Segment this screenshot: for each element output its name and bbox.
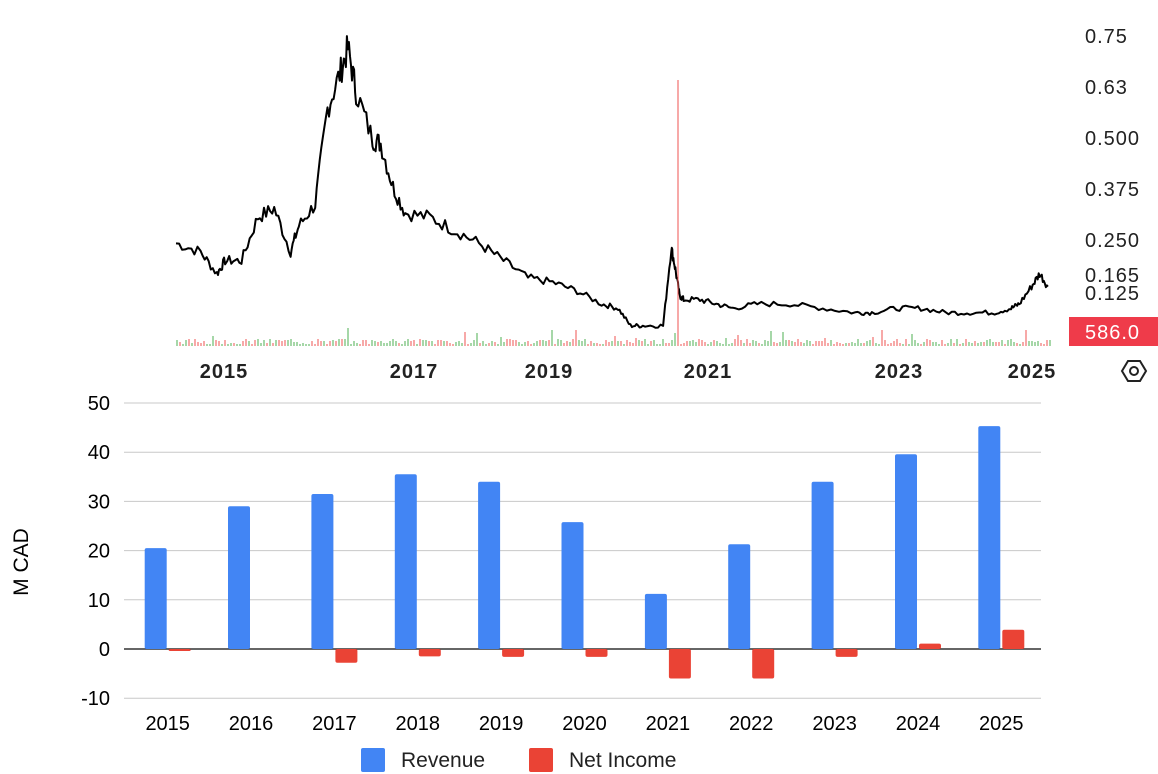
year-tick-label: 2025 — [1008, 361, 1057, 383]
price-tick-label: 0.75 — [1085, 26, 1128, 48]
x-tick-label: 2018 — [396, 713, 441, 735]
revenue-bar-2021 — [644, 593, 667, 649]
volume-badge-label: 586.0 — [1085, 322, 1140, 344]
year-tick-label: 2017 — [390, 361, 439, 383]
revenue-bar-2015 — [144, 548, 167, 649]
net-income-bar-2015 — [168, 649, 191, 651]
legend-swatch-net-income — [529, 748, 553, 772]
x-tick-label: 2022 — [729, 713, 774, 735]
price-tick-label: 0.250 — [1085, 230, 1140, 252]
net-income-bar-2024 — [919, 643, 941, 649]
y-tick-label: 10 — [88, 590, 110, 612]
legend-label-revenue: Revenue — [401, 749, 485, 772]
price-line — [175, 35, 1049, 329]
x-tick-label: 2020 — [562, 713, 607, 735]
price-tick-label: 0.500 — [1085, 128, 1140, 150]
x-tick-label: 2015 — [145, 713, 190, 735]
revenue-bar-2019 — [478, 481, 501, 649]
bar-marks — [144, 426, 1025, 679]
x-tick-label: 2016 — [229, 713, 274, 735]
revenue-bar-2023 — [811, 481, 834, 649]
revenue-bar-2022 — [728, 544, 751, 649]
x-tick-label: 2019 — [479, 713, 524, 735]
price-chart: 0.75 0.63 0.500 0.375 0.250 0.125 0.165 … — [175, 26, 1158, 383]
x-tick-label: 2025 — [979, 713, 1024, 735]
y-tick-label: 50 — [88, 393, 110, 415]
revenue-bar-2018 — [394, 474, 417, 649]
y-tick-label: -10 — [81, 688, 110, 710]
legend: Revenue Net Income — [361, 748, 676, 772]
net-income-bar-2019 — [502, 649, 525, 657]
y-tick-label: 20 — [88, 541, 110, 563]
legend-label-net-income: Net Income — [569, 749, 676, 772]
revenue-bar-2025 — [978, 426, 1001, 649]
revenue-bar-2024 — [895, 454, 917, 649]
last-price-label: 0.165 — [1085, 265, 1140, 287]
bar-y-ticks: 50 40 30 20 10 0 -10 — [81, 393, 110, 710]
year-tick-label: 2021 — [684, 361, 733, 383]
price-tick-label: 0.125 — [1085, 283, 1140, 305]
net-income-bar-2017 — [335, 649, 358, 663]
x-tick-label: 2024 — [896, 713, 941, 735]
volume-bars — [176, 328, 1051, 346]
net-income-bar-2025 — [1002, 629, 1025, 649]
net-income-bar-2023 — [835, 649, 858, 657]
net-income-bar-2020 — [585, 649, 608, 657]
price-tick-label: 0.375 — [1085, 179, 1140, 201]
x-tick-label: 2021 — [646, 713, 691, 735]
year-tick-label: 2015 — [200, 361, 249, 383]
revenue-bar-2017 — [311, 494, 334, 649]
hexagon-settings-icon[interactable] — [1120, 360, 1148, 382]
revenue-bar-2020 — [561, 522, 584, 649]
y-tick-label: 30 — [88, 491, 110, 513]
revenue-bar-2016 — [228, 506, 250, 649]
price-tick-label: 0.63 — [1085, 77, 1128, 99]
y-axis-label: M CAD — [10, 528, 33, 596]
volume-badge — [1069, 317, 1158, 346]
last-price-marker — [1076, 262, 1158, 286]
y-tick-label: 0 — [99, 639, 110, 661]
legend-swatch-revenue — [361, 748, 385, 772]
year-tick-label: 2019 — [525, 361, 574, 383]
year-tick-label: 2023 — [875, 361, 924, 383]
x-tick-label: 2017 — [312, 713, 357, 735]
x-tick-label: 2023 — [812, 713, 857, 735]
bar-x-ticks: 2015 2016 2017 2018 2019 2020 2021 2022 2023 2024… — [145, 713, 1023, 735]
net-income-bar-2022 — [752, 649, 775, 679]
net-income-bar-2018 — [418, 649, 441, 657]
net-income-bar-2021 — [668, 649, 691, 679]
y-tick-label: 40 — [88, 442, 110, 464]
